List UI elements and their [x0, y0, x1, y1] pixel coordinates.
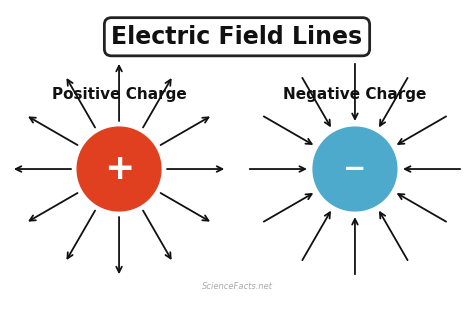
Circle shape: [77, 127, 161, 211]
Text: Positive Charge: Positive Charge: [52, 87, 186, 101]
Text: +: +: [104, 152, 134, 186]
Text: −: −: [343, 155, 366, 183]
Text: ScienceFacts.net: ScienceFacts.net: [201, 283, 273, 291]
Circle shape: [313, 127, 397, 211]
Text: Electric Field Lines: Electric Field Lines: [111, 25, 363, 49]
Text: Negative Charge: Negative Charge: [283, 87, 427, 101]
